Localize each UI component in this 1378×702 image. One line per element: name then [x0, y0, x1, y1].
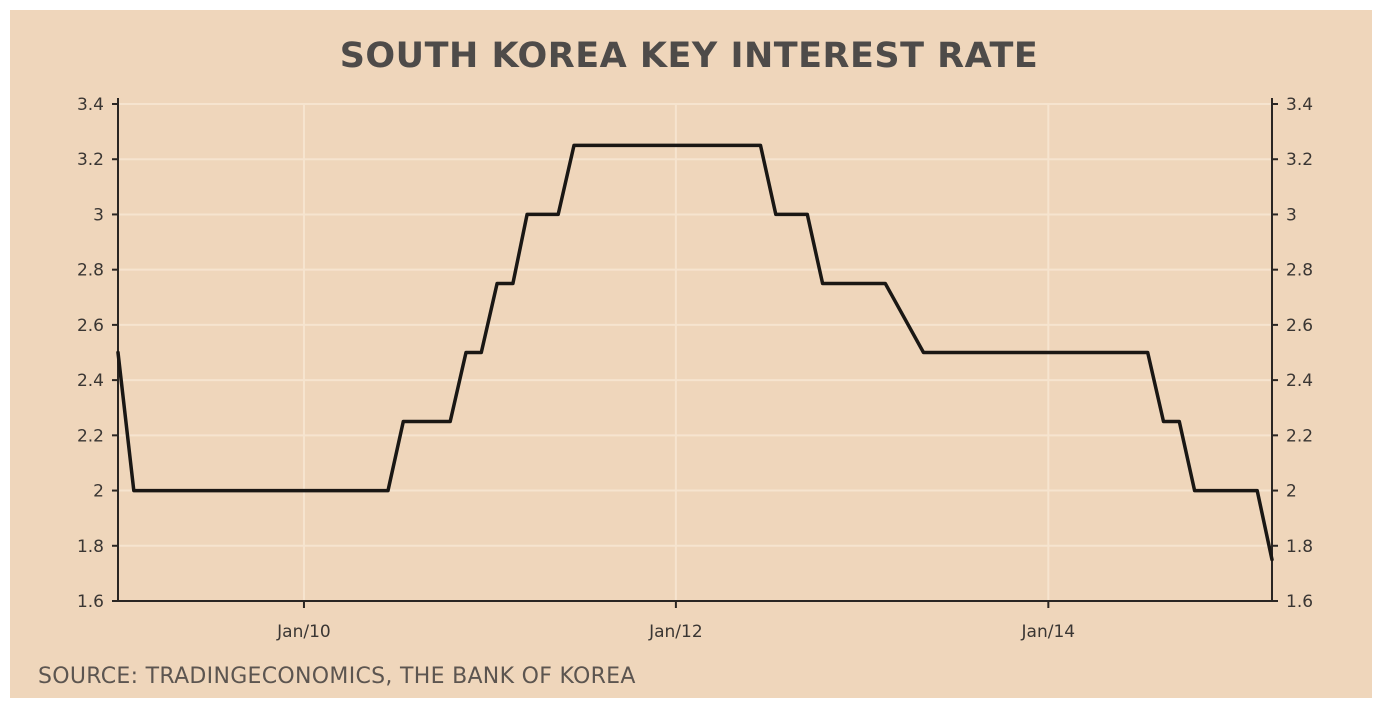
y-tick-label-right: 2.2	[1286, 426, 1313, 446]
series-layer	[116, 143, 1274, 562]
y-tick-label-left: 1.8	[77, 537, 104, 557]
y-tick-label-left: 2.6	[77, 316, 104, 336]
y-tick-label-left: 3.2	[77, 150, 104, 170]
y-tick-label-right: 3	[1286, 205, 1297, 225]
y-tick-label-left: 2.2	[77, 426, 104, 446]
y-tick-label-right: 2	[1286, 482, 1297, 502]
y-tick-label-left: 1.6	[77, 592, 104, 612]
x-tick-label: Jan/14	[1021, 622, 1076, 642]
axes-layer	[117, 98, 1273, 602]
x-tick-label: Jan/12	[648, 622, 703, 642]
source-note: SOURCE: TRADINGECONOMICS, THE BANK OF KO…	[38, 664, 636, 689]
y-tick-label-left: 2.8	[77, 261, 104, 281]
y-tick-label-right: 3.2	[1286, 150, 1313, 170]
y-tick-label-left: 2.4	[77, 371, 104, 391]
y-tick-label-right: 2.6	[1286, 316, 1313, 336]
chart-title: SOUTH KOREA KEY INTEREST RATE	[339, 36, 1039, 76]
y-tick-label-left: 2	[93, 482, 104, 502]
y-tick-label-right: 2.4	[1286, 371, 1313, 391]
y-tick-label-right: 1.8	[1286, 537, 1313, 557]
y-tick-label-right: 1.6	[1286, 592, 1313, 612]
y-tick-label-left: 3.4	[77, 95, 104, 115]
y-tick-label-right: 3.4	[1286, 95, 1313, 115]
ticks-layer: 1.6 1.6 1.8 1.8 2 2 2.2 2.2 2.4 2.4 2.6 2.6 2.8 2.8 3 3…	[77, 95, 1313, 642]
y-tick-label-right: 2.8	[1286, 261, 1313, 281]
y-tick-label-left: 3	[93, 205, 104, 225]
series-line	[116, 143, 1274, 562]
x-tick-label: Jan/10	[276, 622, 331, 642]
